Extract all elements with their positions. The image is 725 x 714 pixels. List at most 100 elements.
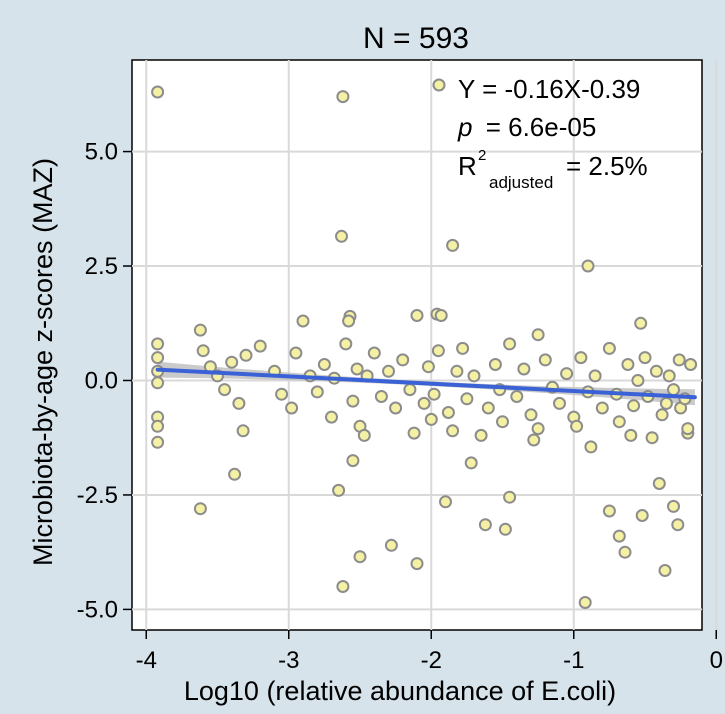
data-point (151, 376, 165, 390)
data-point (503, 490, 517, 504)
p-value-text: p = 6.6e-05 (457, 112, 596, 142)
data-point (684, 358, 698, 371)
data-point (538, 353, 552, 367)
data-points (151, 85, 698, 609)
data-point (681, 422, 695, 436)
data-point (450, 364, 464, 378)
data-point (517, 362, 531, 376)
data-point (417, 396, 431, 410)
data-point (574, 351, 588, 365)
data-point (228, 467, 242, 481)
data-point (481, 401, 495, 415)
y-tick-label: 0.0 (85, 367, 118, 394)
data-point (618, 545, 632, 559)
data-point (446, 424, 460, 438)
data-point (253, 339, 267, 353)
data-point (346, 394, 360, 408)
data-point (570, 419, 584, 433)
data-point (662, 369, 676, 383)
data-point (275, 387, 289, 401)
data-point (624, 428, 638, 442)
data-point (289, 346, 303, 360)
data-point (667, 383, 680, 397)
data-point (367, 346, 381, 360)
data-point (384, 538, 398, 552)
data-point (553, 396, 566, 410)
data-point (478, 518, 492, 532)
data-point (527, 433, 541, 447)
data-point (332, 483, 346, 497)
data-point (193, 502, 207, 516)
data-point (621, 358, 635, 371)
data-point (671, 518, 685, 532)
y-tick-label: 5.0 (85, 139, 118, 166)
data-point (218, 383, 232, 397)
data-point (510, 390, 524, 403)
data-point (498, 522, 512, 536)
data-point (336, 580, 350, 593)
data-point (588, 369, 602, 383)
data-point (659, 396, 673, 410)
data-point (431, 344, 445, 358)
data-point (389, 401, 403, 415)
data-point (410, 309, 424, 322)
data-point (236, 424, 250, 438)
data-point (239, 348, 253, 362)
data-point (531, 328, 545, 342)
x-tick-label: -4 (136, 647, 157, 674)
data-point (467, 369, 481, 383)
data-point (672, 353, 686, 367)
y-tick-label: -5.0 (77, 596, 118, 623)
y-axis-label: Microbiota-by-age z-scores (MAZ) (28, 158, 58, 566)
data-point (627, 399, 641, 413)
data-point (460, 392, 474, 406)
data-point (310, 385, 324, 399)
data-point (667, 499, 680, 513)
data-point (325, 410, 338, 424)
data-point (658, 564, 672, 577)
legend-point-marker (432, 78, 446, 92)
data-point (602, 504, 616, 518)
fit-line-group (155, 367, 697, 400)
data-point (635, 509, 649, 522)
data-point (578, 596, 592, 609)
data-point (151, 435, 165, 449)
data-point (151, 337, 165, 351)
data-point (396, 353, 410, 367)
data-point (317, 358, 331, 371)
data-point (652, 477, 666, 490)
data-point (151, 85, 165, 99)
data-point (285, 401, 299, 415)
data-point (439, 495, 452, 509)
data-point (410, 557, 424, 571)
data-point (151, 351, 165, 365)
data-point (456, 341, 470, 355)
data-point (335, 229, 348, 243)
x-tick-label: -3 (278, 647, 299, 674)
data-point (296, 314, 310, 328)
data-point (446, 238, 460, 252)
data-point (638, 351, 652, 365)
chart-title: N = 593 (363, 22, 469, 55)
data-point (342, 314, 356, 328)
regression-annotation: Y = -0.16X-0.39 p = 6.6e-05 R 2 adjusted… (432, 74, 648, 192)
data-point (339, 337, 353, 351)
equation-text: Y = -0.16X-0.39 (458, 74, 640, 104)
data-point (524, 408, 538, 422)
data-point (407, 426, 421, 440)
r2-symbol: R (458, 151, 477, 181)
data-point (496, 415, 509, 429)
fit-line (155, 367, 697, 400)
data-point (503, 337, 517, 351)
data-point (357, 428, 371, 442)
axes: -4 -3 -2 -1 0 -5.0 -2.5 0.0 2.5 5.0 (77, 139, 723, 674)
data-point (631, 374, 645, 387)
data-point (474, 428, 488, 442)
data-point (346, 454, 360, 468)
data-point (645, 431, 659, 445)
data-point (421, 360, 435, 374)
data-point (336, 90, 350, 104)
p-value: = 6.6e-05 (486, 112, 597, 142)
data-point (612, 529, 626, 543)
